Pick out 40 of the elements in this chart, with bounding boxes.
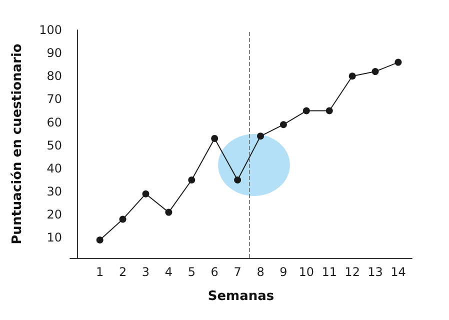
x-tick-label: 11 — [322, 265, 338, 279]
x-tick-label: 6 — [210, 265, 218, 279]
y-tick-label: 100 — [39, 23, 62, 37]
point — [96, 236, 104, 244]
point — [211, 134, 218, 142]
x-tick-label: 8 — [256, 265, 264, 279]
x-tick-label: 12 — [344, 265, 360, 279]
x-tick-label: 7 — [234, 265, 242, 279]
x-tick-label: 14 — [390, 265, 406, 279]
point — [119, 216, 126, 223]
point — [372, 68, 379, 76]
point — [348, 72, 356, 80]
y-tick-label: 90 — [46, 46, 62, 60]
point — [234, 176, 242, 184]
x-tick-label: 1 — [96, 265, 104, 279]
point — [188, 176, 196, 184]
y-tick-label: 20 — [46, 208, 62, 222]
point — [302, 107, 310, 114]
y-tick-label: 70 — [46, 92, 62, 106]
x-tick-label: 10 — [298, 265, 314, 279]
y-tick-label: 30 — [46, 184, 62, 199]
x-tick-label: 2 — [118, 265, 127, 279]
point — [257, 132, 264, 140]
x-tick-label: 5 — [188, 265, 196, 279]
y-axis-title: Puntuación en cuestionario — [10, 44, 25, 244]
y-tick-label: 50 — [46, 138, 62, 152]
point — [326, 107, 333, 114]
x-tick-label: 13 — [368, 265, 383, 279]
y-tick-label: 40 — [46, 161, 62, 176]
point — [142, 190, 150, 198]
point — [165, 208, 172, 216]
x-tick-label: 4 — [164, 265, 173, 279]
x-tick-label: 3 — [142, 265, 150, 279]
x-axis-title: Semanas — [208, 289, 274, 304]
point — [280, 121, 287, 128]
y-tick-label: 60 — [46, 115, 62, 130]
y-tick-label: 80 — [46, 69, 62, 84]
y-tick-label: 10 — [46, 230, 62, 245]
x-tick-label: 9 — [280, 265, 288, 279]
point — [394, 58, 402, 66]
